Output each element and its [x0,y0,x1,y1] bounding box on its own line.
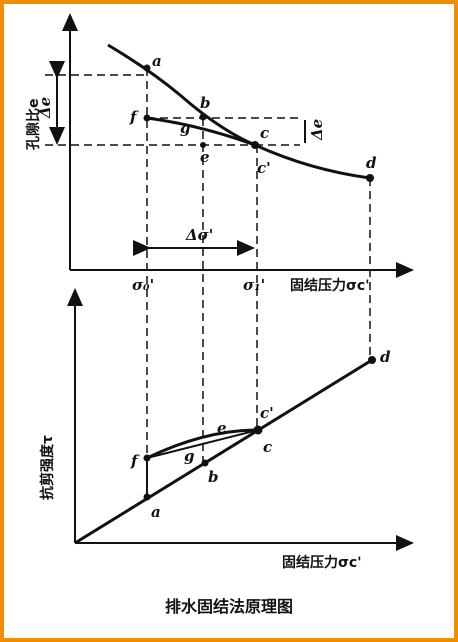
caption: 排水固结法原理图 [165,597,293,616]
point-label: c [260,124,269,142]
point-label: a [151,503,161,521]
x-axis-label: 固结压力σc' [282,554,362,571]
point-label: f [129,108,139,126]
delta-label: Δe [36,97,54,119]
point-label: b [200,94,211,112]
point-label: b [208,468,219,486]
y-axis-label: 抗剪强度τ [39,435,56,500]
point-label: d [366,154,377,172]
point-label: e [217,419,227,437]
point-label: c [263,438,272,456]
delta-label: Δe [308,119,326,141]
point-label: a [152,52,162,70]
point-label: e [200,148,210,166]
y-axis-label: 孔隙比e [25,99,42,151]
point-label: g [184,447,195,465]
point-label: d [380,348,391,366]
point-label: f [130,452,140,470]
bottom-chart: 抗剪强度τ 固结压力σc' a b c c' d e f g [39,288,414,571]
point-label: c' [257,159,271,177]
point-label: g [180,119,191,137]
x-mark: σ₀' [132,276,154,294]
point-label: c' [260,404,274,422]
x-axis-label: 固结压力σc' [290,277,370,294]
delta-label: Δσ' [185,226,213,244]
x-mark: σ₁' [243,276,265,294]
top-chart: 孔隙比e Δe Δe Δσ' σ₀' σ₁' 固结压力σc' a b c c' … [25,13,414,495]
